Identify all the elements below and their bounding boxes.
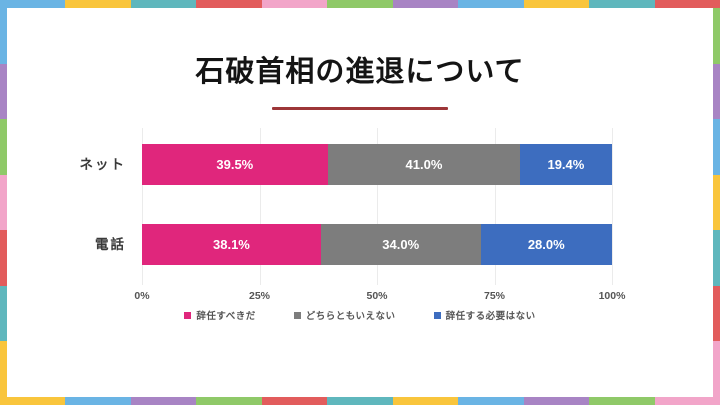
x-axis-tick-label: 25% [248, 290, 270, 302]
border-segment [523, 0, 590, 8]
border-segment [713, 230, 720, 286]
border-segment [713, 174, 720, 231]
border-segment [0, 341, 7, 398]
border-segment [458, 397, 524, 405]
x-axis-tick-label: 100% [598, 290, 626, 302]
bar-segment: 38.1% [142, 224, 321, 265]
legend-item: 辞任する必要はない [433, 308, 536, 322]
legend-color-swatch [184, 311, 192, 319]
bar-value-label: 28.0% [527, 237, 565, 252]
gridline [142, 128, 143, 285]
border-segment [654, 397, 720, 405]
border-segment [327, 0, 393, 8]
x-axis-tick-label: 75% [483, 290, 505, 302]
legend-color-swatch [293, 311, 301, 319]
border-segment [0, 0, 66, 8]
border-segment [0, 119, 7, 175]
decorative-border-right [713, 8, 720, 398]
bar-segment: 19.4% [520, 144, 612, 185]
bar-value-label: 38.1% [213, 237, 250, 252]
border-segment [713, 285, 720, 342]
bar-value-label: 19.4% [547, 157, 585, 172]
border-segment [261, 397, 328, 405]
gridline [377, 128, 378, 285]
category-label: ネット [79, 157, 126, 172]
border-segment [0, 8, 7, 64]
x-axis-tick-label: 0% [134, 290, 150, 302]
bar-segment: 28.0% [480, 224, 612, 265]
border-segment [196, 0, 262, 8]
border-segment [130, 397, 197, 405]
legend: 辞任すべきだ どちらともいえない 辞任する必要はない [0, 308, 720, 322]
category-label: 電話 [95, 237, 126, 252]
border-segment [458, 0, 524, 8]
border-segment [261, 0, 328, 8]
border-segment [713, 119, 720, 175]
chart-title: 石破首相の進退について [195, 56, 525, 88]
bar-segment: 41.0% [327, 144, 521, 185]
x-axis: 0% 25% 50% 75% 100% [134, 290, 625, 304]
border-segment [196, 397, 262, 405]
border-segment [654, 0, 720, 8]
plot-area: 39.5% 41.0% 19.4% 38.1% 34.0% 28.0% [142, 128, 613, 285]
border-segment [0, 397, 66, 405]
border-segment [65, 397, 131, 405]
decorative-border-top [0, 0, 720, 8]
decorative-border-left [0, 8, 7, 398]
border-segment [0, 174, 7, 231]
bar-segment: 34.0% [320, 224, 481, 265]
bar-value-label: 34.0% [382, 237, 420, 252]
border-segment [327, 397, 393, 405]
bar-row: 38.1% 34.0% 28.0% [142, 224, 612, 265]
legend-label: どちらともいえない [305, 311, 396, 322]
legend-label: 辞任する必要はない [445, 311, 536, 322]
legend-item: 辞任すべきだ [184, 308, 255, 322]
gridline [494, 128, 496, 285]
border-segment [392, 397, 459, 405]
decorative-border-bottom [0, 397, 720, 405]
bar-segment: 39.5% [142, 144, 328, 185]
bar-value-label: 41.0% [405, 157, 443, 172]
title-underline [272, 107, 448, 110]
border-segment [713, 341, 720, 398]
legend-color-swatch [433, 311, 441, 319]
border-segment [0, 285, 7, 342]
border-segment [0, 230, 7, 286]
border-segment [589, 0, 655, 8]
x-axis-tick-label: 50% [366, 290, 388, 302]
legend-item: どちらともいえない [293, 308, 396, 322]
border-segment [589, 397, 655, 405]
border-segment [713, 8, 720, 64]
border-segment [523, 397, 590, 405]
border-segment [130, 0, 197, 8]
gridline [612, 128, 613, 285]
bar-value-label: 39.5% [216, 157, 254, 172]
bar-row: 39.5% 41.0% 19.4% [142, 144, 612, 185]
border-segment [392, 0, 459, 8]
border-segment [0, 63, 7, 120]
border-segment [65, 0, 131, 8]
border-segment [713, 63, 720, 120]
gridline [259, 128, 261, 285]
legend-label: 辞任すべきだ [196, 311, 256, 322]
